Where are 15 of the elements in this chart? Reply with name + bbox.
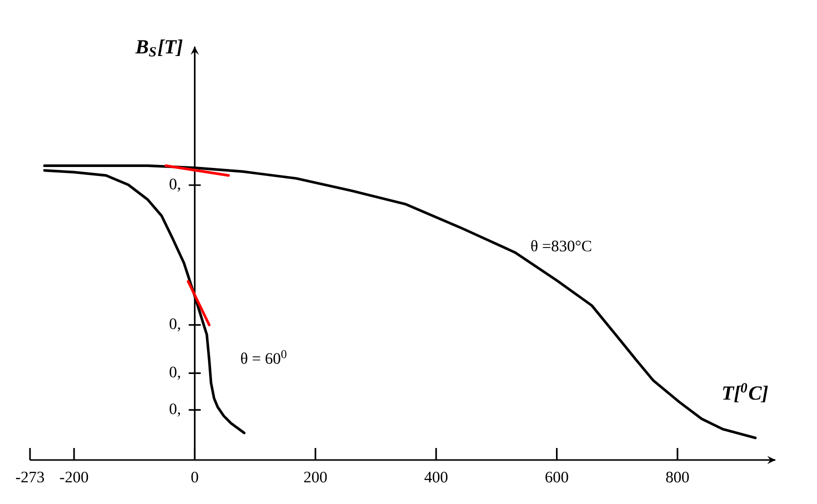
x-tick-label: -200 xyxy=(60,472,88,482)
annotation: θ = 60$^{0}$ xyxy=(241,350,286,364)
x-tick-label: 0 xyxy=(191,472,198,482)
x-tick-label: 600 xyxy=(546,472,568,482)
annotation: 0, xyxy=(170,178,180,192)
x-tick-label: 800 xyxy=(666,472,689,482)
x-tick-label: 200 xyxy=(304,472,327,482)
annotation: θ =830°C xyxy=(531,240,592,252)
x-axis-title: T[$^{0}$C] xyxy=(723,383,768,402)
annotation: 0, xyxy=(170,318,180,332)
text: B$_{S}$[T] xyxy=(135,40,182,56)
x-tick-label: 400 xyxy=(424,472,448,482)
annotation: 0, xyxy=(170,366,180,380)
annotation: 0, xyxy=(170,403,180,416)
x-tick-label: -273 xyxy=(16,472,44,482)
